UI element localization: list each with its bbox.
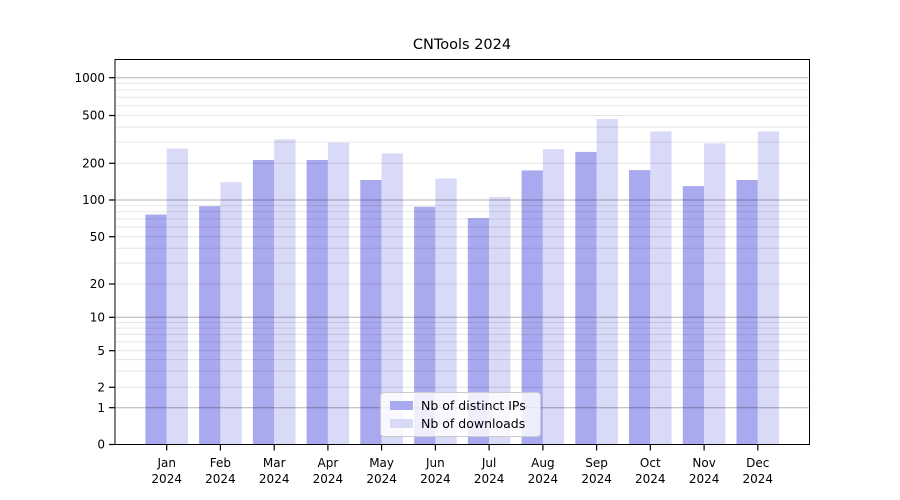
x-tick-label-year-may: 2024	[366, 472, 397, 486]
x-tick-label-year-oct: 2024	[635, 472, 666, 486]
legend-item-downloads: Nb of downloads	[390, 415, 532, 432]
x-tick-label-month-jan: Jan	[156, 456, 176, 470]
bar-downloads-jun	[435, 178, 457, 445]
bar-distinct-ips-oct	[629, 170, 651, 445]
x-tick-label-month-jun: Jun	[425, 456, 445, 470]
bar-distinct-ips-jun	[414, 206, 436, 445]
axes-box	[114, 59, 810, 445]
bar-distinct-ips-feb	[199, 206, 221, 445]
y-tick-label-5: 5	[97, 344, 105, 358]
x-tick-label-month-mar: Mar	[263, 456, 286, 470]
bar-distinct-ips-may	[360, 180, 382, 445]
x-tick-label-month-dec: Dec	[746, 456, 769, 470]
bar-distinct-ips-apr	[306, 160, 328, 445]
bar-downloads-apr	[327, 142, 350, 445]
x-tick-label-month-jul: Jul	[481, 456, 496, 470]
bar-downloads-jul	[489, 196, 511, 445]
y-tick-label-50: 50	[90, 230, 105, 244]
x-tick-label-year-apr: 2024	[313, 472, 344, 486]
bar-downloads-may	[381, 153, 403, 445]
bar-distinct-ips-sep	[575, 151, 597, 445]
bar-downloads-mar	[274, 139, 296, 445]
y-tick-label-20: 20	[90, 277, 105, 291]
legend-swatch-distinct-ips	[390, 401, 413, 411]
x-tick-label-year-jul: 2024	[474, 472, 505, 486]
x-tick-label-month-nov: Nov	[692, 456, 715, 470]
x-tick-label-year-feb: 2024	[205, 472, 236, 486]
x-tick-label-year-mar: 2024	[259, 472, 290, 486]
y-tick-label-2: 2	[97, 381, 105, 395]
bar-distinct-ips-jan	[145, 214, 167, 445]
legend-label-distinct-ips: Nb of distinct IPs	[421, 398, 526, 414]
bar-downloads-dec	[757, 131, 780, 445]
bar-downloads-sep	[596, 119, 618, 445]
x-tick-label-year-sep: 2024	[581, 472, 612, 486]
y-tick-label-200: 200	[82, 157, 105, 171]
bar-distinct-ips-jul	[467, 218, 490, 445]
legend: Nb of distinct IPs Nb of downloads	[380, 392, 541, 437]
x-tick-label-month-feb: Feb	[210, 456, 231, 470]
bar-downloads-feb	[220, 182, 242, 445]
legend-item-distinct-ips: Nb of distinct IPs	[390, 397, 532, 414]
x-tick-label-month-sep: Sep	[585, 456, 608, 470]
bar-downloads-aug	[542, 149, 565, 445]
x-tick-label-year-nov: 2024	[689, 472, 720, 486]
bar-downloads-nov	[704, 143, 726, 445]
x-tick-label-year-jun: 2024	[420, 472, 451, 486]
y-tick-label-0: 0	[97, 438, 105, 452]
y-tick-label-1000: 1000	[74, 71, 105, 85]
x-tick-label-month-may: May	[369, 456, 394, 470]
chart-title: CNTools 2024	[412, 37, 512, 53]
bar-distinct-ips-nov	[682, 186, 705, 445]
bar-distinct-ips-dec	[736, 180, 758, 445]
y-tick-label-10: 10	[90, 311, 105, 325]
bar-distinct-ips-aug	[521, 170, 543, 445]
y-tick-label-1: 1	[97, 401, 105, 415]
x-tick-label-month-oct: Oct	[640, 456, 661, 470]
x-tick-label-year-dec: 2024	[743, 472, 774, 486]
x-tick-label-year-aug: 2024	[528, 472, 559, 486]
bar-downloads-oct	[650, 131, 672, 445]
legend-swatch-downloads	[390, 418, 413, 428]
legend-label-downloads: Nb of downloads	[421, 415, 526, 431]
x-tick-label-month-aug: Aug	[531, 456, 554, 470]
bar-downloads-jan	[166, 148, 188, 445]
x-tick-label-year-jan: 2024	[151, 472, 182, 486]
x-tick-label-month-apr: Apr	[318, 456, 339, 470]
bar-distinct-ips-mar	[252, 160, 275, 445]
y-tick-label-500: 500	[82, 109, 105, 123]
y-tick-label-100: 100	[82, 193, 105, 207]
